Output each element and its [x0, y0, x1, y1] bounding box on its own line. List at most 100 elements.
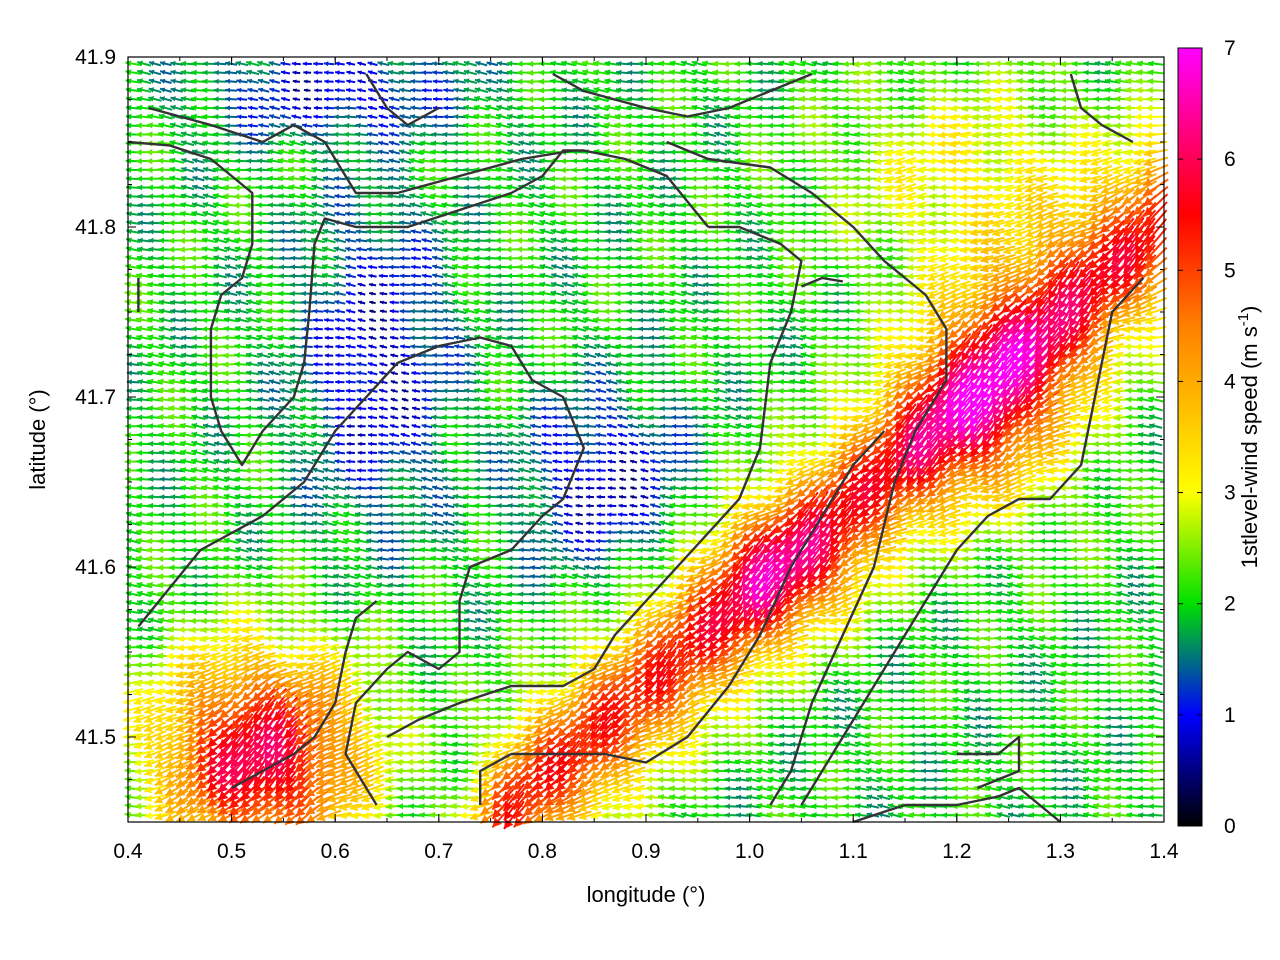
wind-arrow	[377, 529, 390, 535]
wind-arrow	[660, 467, 673, 473]
wind-arrow	[541, 406, 552, 411]
wind-arrow	[196, 799, 222, 814]
wind-arrow	[245, 361, 260, 367]
wind-arrow	[312, 379, 324, 385]
wind-arrow	[550, 555, 565, 562]
wind-arrow	[606, 388, 618, 394]
wind-arrow	[377, 512, 390, 518]
wind-arrow	[551, 529, 564, 535]
wind-arrow	[311, 511, 325, 517]
wind-arrow	[680, 811, 696, 818]
wind-arrow	[390, 353, 399, 358]
wind-arrow	[595, 361, 607, 367]
wind-arrow	[572, 405, 586, 412]
wind-arrow	[507, 529, 521, 535]
wind-arrow	[584, 370, 596, 376]
wind-arrow	[400, 424, 410, 429]
wind-arrow	[496, 441, 510, 447]
wind-arrow	[312, 494, 325, 500]
wind-arrow	[346, 441, 355, 446]
wind-arrow	[367, 379, 378, 385]
wind-arrow	[606, 405, 618, 411]
wind-arrow	[390, 380, 398, 384]
wind-arrow	[680, 803, 696, 809]
wind-arrow	[872, 386, 895, 396]
wind-arrow	[346, 459, 356, 464]
wind-arrow	[398, 476, 413, 482]
wind-arrow	[367, 362, 378, 367]
wind-arrow	[339, 811, 362, 820]
wind-arrow	[584, 441, 596, 447]
wind-arrow	[1029, 679, 1043, 685]
wind-arrow	[669, 811, 685, 819]
wind-arrow	[474, 617, 488, 624]
wind-arrow	[377, 547, 390, 553]
wind-arrow	[887, 794, 902, 801]
wind-arrow	[607, 477, 616, 482]
wind-arrow	[843, 776, 860, 783]
wind-arrow	[612, 793, 634, 803]
wind-arrow	[507, 440, 521, 447]
wind-arrow	[464, 352, 477, 358]
wind-arrow	[629, 459, 638, 464]
wind-arrow	[552, 485, 563, 491]
wind-arrow	[305, 806, 331, 824]
wind-arrow	[409, 467, 423, 473]
wind-arrow	[649, 511, 662, 518]
wind-arrow	[607, 486, 616, 491]
wind-arrow	[1147, 485, 1164, 492]
wind-arrow	[333, 476, 346, 482]
wind-arrow	[638, 529, 651, 535]
wind-arrow	[421, 423, 433, 429]
wind-arrow	[575, 503, 583, 508]
wind-arrow	[491, 776, 515, 801]
wind-arrow	[584, 414, 597, 420]
wind-arrow	[474, 441, 488, 447]
wind-arrow	[268, 370, 281, 376]
wind-arrow	[583, 423, 597, 429]
wind-arrow	[357, 468, 367, 473]
wind-arrow	[1062, 794, 1076, 800]
wind-arrow	[876, 785, 891, 792]
wind-arrow	[529, 529, 543, 535]
wind-arrow	[724, 776, 739, 783]
wind-arrow	[562, 538, 574, 544]
wind-arrow	[486, 467, 498, 473]
wind-arrow	[334, 459, 346, 464]
wind-arrow	[1148, 555, 1164, 562]
wind-arrow	[778, 794, 794, 801]
wind-arrow	[421, 414, 433, 420]
wind-arrow	[185, 780, 211, 797]
wind-arrow	[507, 449, 521, 456]
wind-arrow	[290, 476, 303, 482]
wind-arrow	[324, 370, 334, 376]
wind-arrow	[315, 774, 343, 786]
wind-arrow	[640, 494, 649, 499]
wind-arrow	[669, 802, 685, 810]
wind-arrow	[551, 512, 563, 518]
wind-arrow	[323, 405, 335, 411]
wind-arrow	[1147, 767, 1165, 775]
wind-arrow	[586, 494, 595, 500]
wind-arrow	[301, 485, 313, 491]
wind-arrow	[289, 511, 303, 518]
wind-arrow	[735, 812, 749, 818]
wind-arrow	[1147, 493, 1165, 501]
wind-arrow	[356, 361, 367, 367]
wind-arrow	[257, 379, 270, 385]
wind-arrow	[639, 503, 649, 508]
wind-arrow	[335, 388, 345, 394]
wind-arrow	[290, 503, 303, 509]
wind-arrow	[1126, 812, 1142, 818]
wind-arrow	[897, 811, 914, 818]
wind-arrow	[377, 503, 390, 509]
wind-arrow	[572, 396, 586, 403]
wind-arrow	[585, 547, 596, 553]
wind-arrow	[388, 565, 401, 571]
wind-arrow	[600, 783, 623, 794]
wind-arrow	[421, 388, 433, 394]
wind-arrow	[431, 370, 444, 376]
wind-arrow	[606, 432, 617, 438]
wind-arrow	[552, 476, 563, 482]
wind-arrow	[756, 776, 772, 783]
